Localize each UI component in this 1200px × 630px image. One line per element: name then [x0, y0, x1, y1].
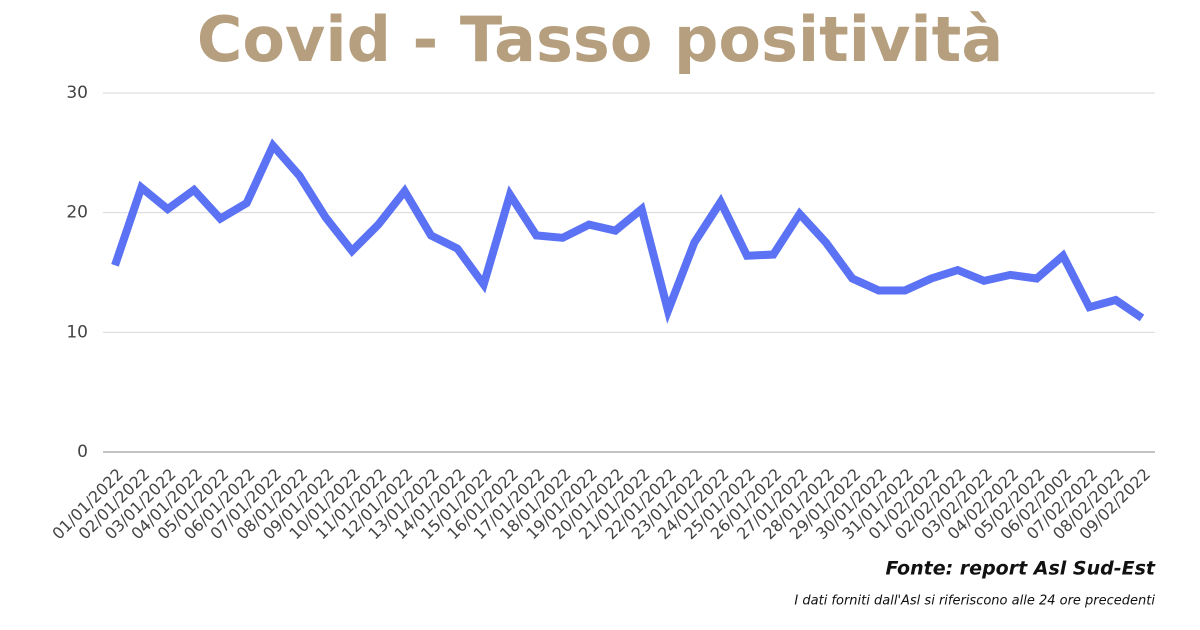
- y-tick-label: 30: [66, 83, 88, 103]
- note: I dati forniti dall'Asl si riferiscono a…: [794, 594, 1155, 609]
- line-series: [111, 138, 1145, 324]
- chart-title: Covid - Tasso positività: [197, 3, 1003, 76]
- y-tick-label: 0: [77, 442, 88, 462]
- y-tick-label: 10: [66, 322, 88, 342]
- y-tick-label: 20: [66, 203, 88, 223]
- source: Fonte: report Asl Sud-Est: [886, 558, 1156, 580]
